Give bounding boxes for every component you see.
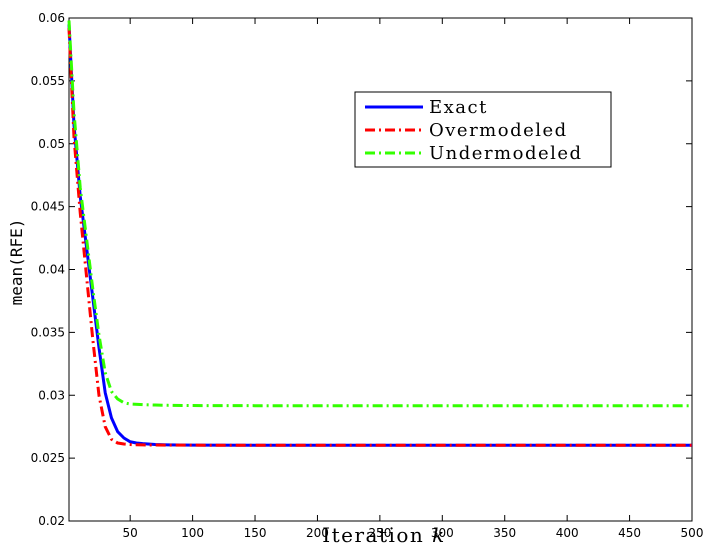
x-axis-label-text: Iteration (322, 523, 432, 547)
x-axis-label-variable: k (432, 523, 446, 547)
legend-box (354, 91, 612, 168)
x-tick-label: 450 (618, 526, 641, 540)
x-tick-label: 150 (244, 526, 267, 540)
y-axis-label: mean(RFE) (7, 219, 26, 306)
series-layer (67, 20, 692, 447)
x-tick-label: 250 (368, 526, 391, 540)
x-tick-label: 100 (181, 526, 204, 540)
y-tick-label: 0.05 (38, 137, 65, 151)
x-tick-label: 300 (431, 526, 454, 540)
x-tick-label: 200 (306, 526, 329, 540)
y-tick-label: 0.06 (38, 11, 65, 25)
axis-ticks: 50 100 150 200 250 300 350 400 450 500 0.02 0.025 0.… (31, 11, 704, 540)
y-tick-label: 0.045 (31, 200, 65, 214)
x-axis-label: Iteration k (322, 523, 446, 547)
x-tick-label: 500 (681, 526, 704, 540)
x-tick-label: 50 (123, 526, 138, 540)
legend-label-undermodeled: Undermodeled (429, 143, 583, 164)
series-line-undermodeled (67, 20, 692, 408)
y-tick-label: 0.04 (38, 263, 65, 277)
y-tick-label: 0.055 (31, 74, 65, 88)
x-tick-label: 350 (493, 526, 516, 540)
y-tick-label: 0.035 (31, 325, 65, 339)
legend-label-exact: Exact (429, 97, 488, 118)
y-tick-label: 0.03 (38, 388, 65, 402)
y-tick-label: 0.02 (38, 514, 65, 528)
legend-label-overmodeled: Overmodeled (429, 120, 568, 141)
y-tick-label: 0.025 (31, 451, 65, 465)
x-tick-label: 400 (556, 526, 579, 540)
